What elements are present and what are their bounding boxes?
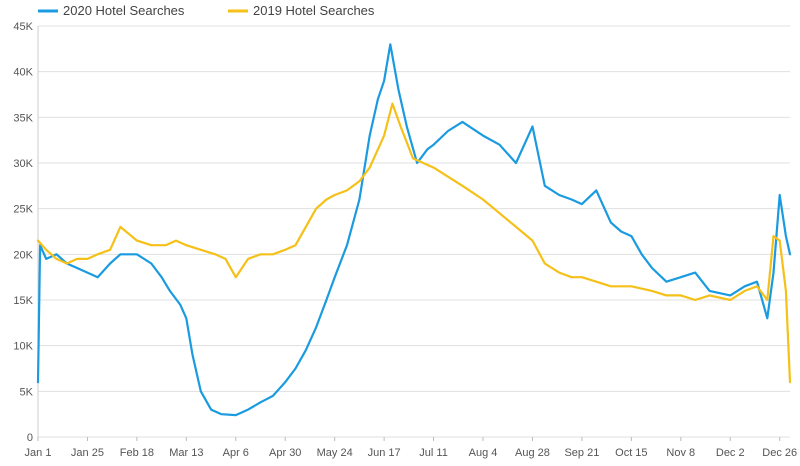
y-tick-label: 20K (13, 249, 33, 261)
series-lines (36, 43, 792, 417)
x-tick-label: Apr 6 (223, 447, 249, 459)
y-axis: 0 5K 10K 15K 20K 25K 30K 35K 40K 45K (13, 21, 33, 444)
x-tick-label: Nov 8 (666, 447, 695, 459)
series-line-2019 (36, 102, 792, 384)
y-tick-label: 35K (13, 112, 33, 124)
x-tick-label: Jul 11 (419, 447, 448, 459)
x-tick-label: Jan 1 (25, 447, 52, 459)
x-tick-label: Dec 2 (716, 447, 745, 459)
x-tick-label: Oct 15 (615, 447, 647, 459)
x-tick-label: Feb 18 (120, 447, 154, 459)
series-line-2020 (36, 43, 792, 417)
x-tick-label: Jun 17 (368, 447, 401, 459)
legend: 2020 Hotel Searches 2019 Hotel Searches (38, 3, 375, 18)
x-tick-label: Apr 30 (269, 447, 301, 459)
y-tick-label: 0 (27, 432, 33, 444)
y-tick-label: 45K (13, 21, 33, 33)
x-tick-label: Dec 26 (762, 447, 797, 459)
x-tick-label: Aug 28 (515, 447, 550, 459)
y-tick-label: 30K (13, 158, 33, 170)
x-tick-label: Mar 13 (169, 447, 203, 459)
legend-label: 2020 Hotel Searches (63, 3, 185, 18)
grid-lines (37, 25, 790, 438)
x-tick-label: Sep 21 (564, 447, 599, 459)
x-tick-label: Jan 25 (71, 447, 104, 459)
y-tick-label: 25K (13, 204, 33, 216)
legend-label: 2019 Hotel Searches (253, 3, 375, 18)
x-tick-label: May 24 (317, 447, 353, 459)
x-axis: Jan 1 Jan 25 Feb 18 Mar 13 Apr 6 Apr 30 May 24… (25, 437, 797, 459)
y-tick-label: 5K (20, 386, 34, 398)
y-tick-label: 10K (13, 341, 33, 353)
y-tick-label: 40K (13, 67, 33, 79)
x-tick-label: Aug 4 (469, 447, 498, 459)
y-tick-label: 15K (13, 295, 33, 307)
